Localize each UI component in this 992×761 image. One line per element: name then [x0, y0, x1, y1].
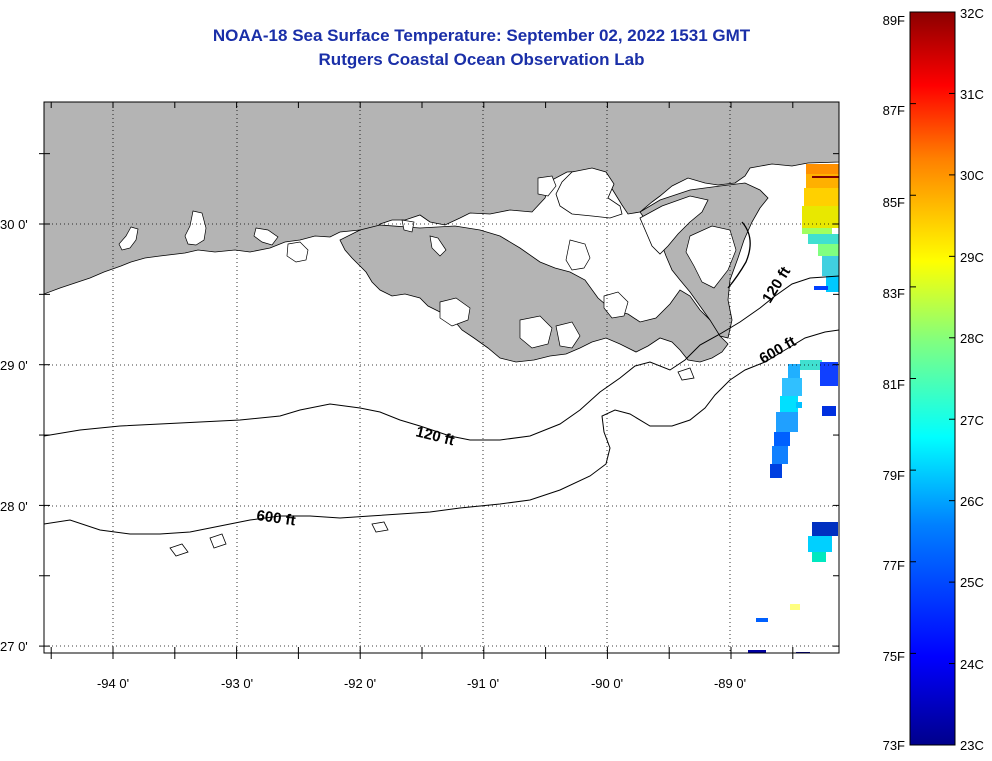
lon-tick-label: -93 0' — [221, 676, 253, 691]
lake-maurepas — [537, 175, 557, 197]
atchafalaya-bay — [439, 297, 471, 327]
lake-grand — [286, 241, 309, 263]
cb-c-label: 28C — [960, 331, 984, 346]
lon-tick-label: -92 0' — [344, 676, 376, 691]
land-delta — [339, 224, 729, 363]
lon-axis-labels: -94 0' -93 0' -92 0' -91 0' -90 0' -89 0… — [97, 676, 746, 691]
cb-f-label: 81F — [883, 377, 905, 392]
colorbar-celsius-labels: 32C 31C 30C 29C 28C 27C 26C 25C 24C 23C — [960, 6, 984, 753]
timbalier-bay — [555, 321, 581, 349]
cb-f-label: 83F — [883, 286, 905, 301]
lat-tick-label: 29 0' — [0, 358, 28, 373]
lat-tick-label: 28 0' — [0, 499, 28, 514]
axis-ticks — [39, 102, 839, 659]
colorbar — [909, 11, 956, 746]
lake-white — [253, 227, 279, 246]
colorbar-fahrenheit-labels: 89F 87F 85F 83F 81F 79F 77F 75F 73F — [883, 13, 905, 753]
barrier-island-arc — [727, 221, 751, 289]
lake-small-1 — [429, 235, 447, 257]
cb-f-label: 87F — [883, 103, 905, 118]
contour-label-600ft-1: 600 ft — [255, 507, 296, 529]
cb-c-label: 32C — [960, 6, 984, 21]
map-grid — [44, 102, 839, 653]
lon-tick-label: -90 0' — [591, 676, 623, 691]
cb-c-label: 31C — [960, 87, 984, 102]
lake-sabine — [184, 210, 207, 246]
contour-600ft — [44, 329, 839, 535]
map-subtitle: Rutgers Coastal Ocean Observation Lab — [318, 50, 645, 69]
map-frame — [43, 101, 840, 654]
map-title: NOAA-18 Sea Surface Temperature: Septemb… — [212, 26, 751, 45]
colorbar-ticks — [910, 11, 955, 746]
lake-borgne — [639, 195, 709, 255]
lake-calcasieu — [118, 226, 139, 251]
terrebonne-bay — [519, 315, 553, 349]
cb-c-label: 25C — [960, 575, 984, 590]
contour-120ft — [44, 275, 839, 441]
lat-tick-label: 27 0' — [0, 639, 28, 654]
lake-verret — [401, 219, 415, 233]
sst-swaths — [748, 164, 839, 653]
lat-tick-label: 30 0' — [0, 217, 28, 232]
cb-c-label: 27C — [960, 413, 984, 428]
land-louisiana-texas — [44, 102, 839, 295]
cb-f-label: 85F — [883, 195, 905, 210]
breton-sound — [685, 225, 737, 289]
lon-tick-label: -89 0' — [714, 676, 746, 691]
lake-salvador — [565, 239, 591, 271]
lat-axis-labels: 30 0' 29 0' 28 0' 27 0' — [0, 217, 28, 654]
cb-c-label: 30C — [960, 168, 984, 183]
bathymetry-contours — [44, 275, 839, 557]
lon-tick-label: -91 0' — [467, 676, 499, 691]
cb-c-label: 23C — [960, 738, 984, 753]
cb-f-label: 73F — [883, 738, 905, 753]
cb-f-label: 89F — [883, 13, 905, 28]
cb-c-label: 24C — [960, 657, 984, 672]
cb-f-label: 79F — [883, 468, 905, 483]
cb-c-label: 29C — [960, 250, 984, 265]
barataria-bay — [603, 291, 629, 319]
cb-f-label: 75F — [883, 649, 905, 664]
lon-tick-label: -94 0' — [97, 676, 129, 691]
cb-c-label: 26C — [960, 494, 984, 509]
cb-f-label: 77F — [883, 558, 905, 573]
